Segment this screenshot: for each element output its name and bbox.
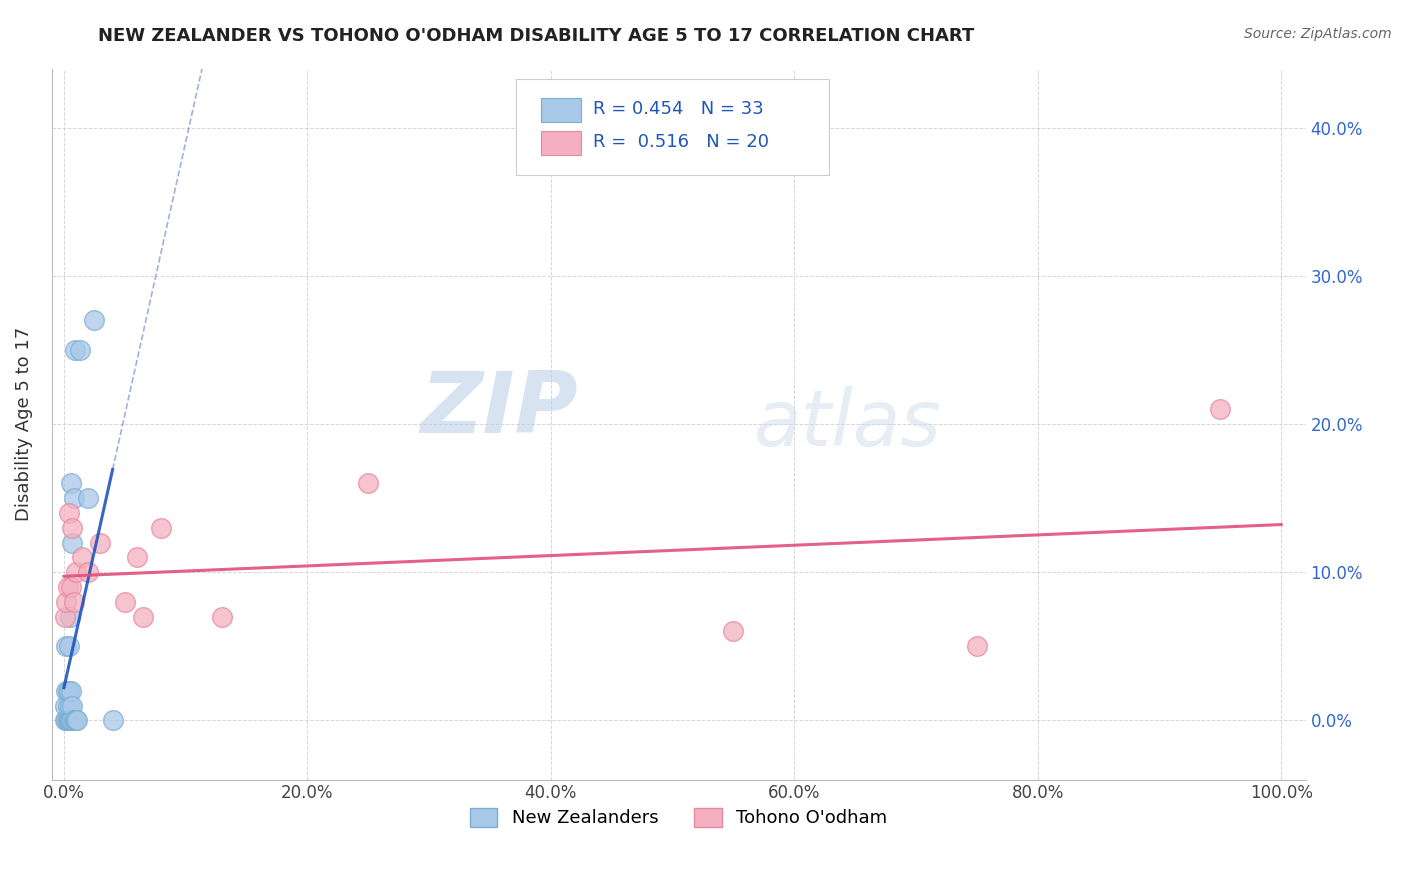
- Point: [58, 683, 80, 698]
- Point: [55, 714, 77, 728]
- Point: [101, 714, 124, 728]
- Text: atlas: atlas: [754, 386, 942, 462]
- Point: [62, 714, 84, 728]
- Point: [83, 313, 105, 327]
- Point: [58, 714, 80, 728]
- Point: [53, 609, 76, 624]
- Text: R =  0.516   N = 20: R = 0.516 N = 20: [593, 134, 769, 152]
- Point: [58, 714, 80, 728]
- Point: [53, 698, 76, 713]
- Point: [56, 683, 79, 698]
- Point: [62, 714, 84, 728]
- Point: [723, 624, 745, 639]
- Point: [62, 535, 84, 549]
- Point: [63, 343, 86, 357]
- Point: [70, 550, 93, 565]
- Point: [59, 609, 82, 624]
- Point: [58, 506, 80, 520]
- Point: [65, 565, 87, 579]
- Point: [60, 476, 83, 491]
- Point: [56, 698, 79, 713]
- Point: [56, 714, 79, 728]
- Point: [1209, 402, 1232, 417]
- Point: [114, 595, 136, 609]
- Point: [66, 714, 89, 728]
- FancyBboxPatch shape: [541, 131, 581, 155]
- Point: [60, 580, 83, 594]
- Point: [62, 521, 84, 535]
- Point: [65, 714, 87, 728]
- Text: R = 0.454   N = 33: R = 0.454 N = 33: [593, 100, 763, 118]
- Text: NEW ZEALANDER VS TOHONO O'ODHAM DISABILITY AGE 5 TO 17 CORRELATION CHART: NEW ZEALANDER VS TOHONO O'ODHAM DISABILI…: [98, 27, 974, 45]
- Point: [53, 714, 76, 728]
- Point: [77, 491, 100, 505]
- Point: [56, 714, 79, 728]
- Point: [966, 640, 988, 654]
- Point: [89, 535, 111, 549]
- Text: ZIP: ZIP: [420, 368, 578, 451]
- Y-axis label: Disability Age 5 to 17: Disability Age 5 to 17: [15, 327, 32, 521]
- Point: [62, 491, 84, 505]
- Point: [55, 595, 77, 609]
- Point: [63, 714, 86, 728]
- Point: [55, 640, 77, 654]
- Point: [150, 521, 173, 535]
- Point: [58, 640, 80, 654]
- Point: [132, 609, 155, 624]
- Point: [211, 609, 233, 624]
- Point: [62, 595, 84, 609]
- Point: [77, 565, 100, 579]
- Point: [125, 550, 148, 565]
- Text: Source: ZipAtlas.com: Source: ZipAtlas.com: [1244, 27, 1392, 41]
- Point: [60, 683, 83, 698]
- Point: [69, 343, 91, 357]
- Point: [55, 683, 77, 698]
- Legend: New Zealanders, Tohono O'odham: New Zealanders, Tohono O'odham: [463, 801, 894, 835]
- Point: [59, 698, 82, 713]
- Point: [59, 714, 82, 728]
- FancyBboxPatch shape: [541, 98, 581, 122]
- Point: [62, 698, 84, 713]
- FancyBboxPatch shape: [516, 79, 830, 175]
- Point: [357, 476, 380, 491]
- Point: [60, 714, 83, 728]
- Point: [59, 714, 82, 728]
- Point: [56, 580, 79, 594]
